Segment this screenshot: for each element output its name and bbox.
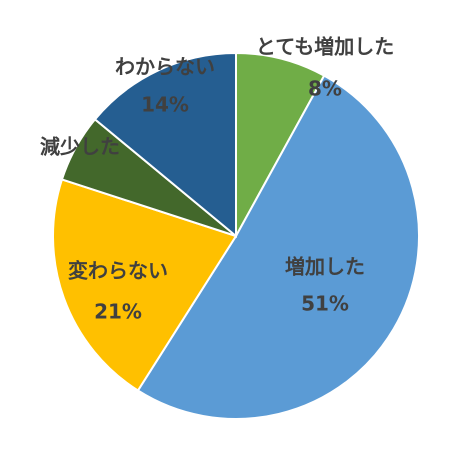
pie-slice: [136, 74, 420, 420]
value-label: 51%: [301, 292, 349, 316]
value-label: 21%: [94, 300, 142, 324]
slice-label: 増加した: [285, 255, 365, 279]
value-label: 8%: [308, 77, 342, 101]
pie-slice: [235, 51, 326, 237]
slice-label: 減少した: [40, 135, 120, 159]
slice-label: とても増加した: [256, 35, 394, 59]
pie-slice: [52, 178, 238, 392]
slice-label: わからない: [115, 55, 215, 79]
slice-label: 変わらない: [68, 259, 168, 283]
pie-slice: [93, 51, 237, 239]
value-label: 14%: [141, 93, 189, 117]
